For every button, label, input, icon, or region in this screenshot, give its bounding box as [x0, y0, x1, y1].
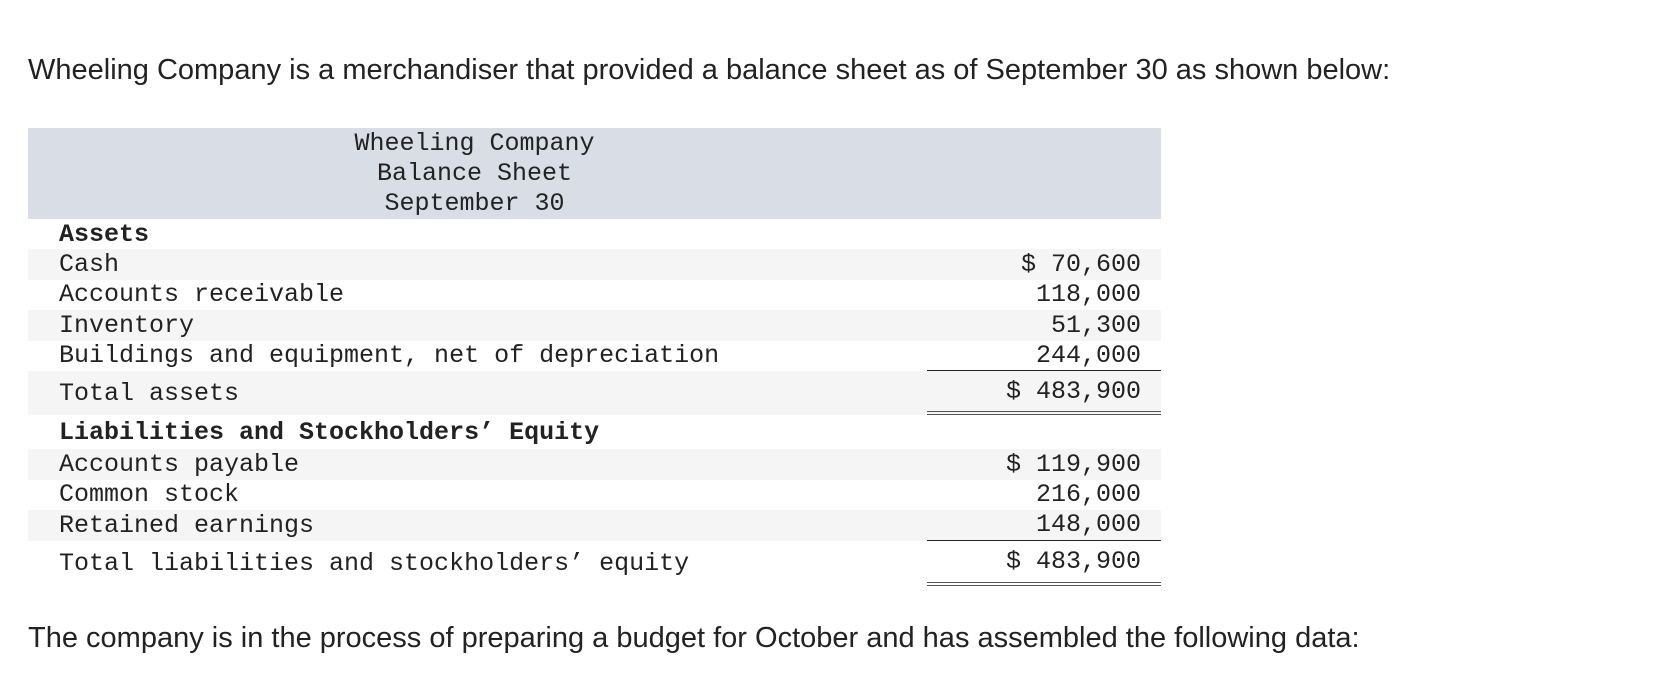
section-heading-row: Assets: [28, 219, 1161, 249]
row: Common stock 216,000: [28, 480, 1161, 511]
row-label: Accounts payable: [59, 449, 300, 479]
row: Retained earnings 148,000: [28, 510, 1161, 541]
total-row: Total liabilities and stockholders’ equi…: [28, 541, 1161, 586]
row-label: Retained earnings: [59, 510, 315, 540]
row: Buildings and equipment, net of deprecia…: [28, 341, 1161, 371]
row-amount: $ 119,900: [1005, 449, 1141, 479]
row-label: Common stock: [59, 480, 240, 510]
header-line: Balance Sheet: [376, 158, 573, 188]
row-amount: 244,000: [927, 341, 1161, 371]
row: Accounts payable $ 119,900: [28, 449, 1161, 480]
row: Inventory 51,300: [28, 310, 1161, 341]
total-row: Total assets $ 483,900: [28, 371, 1161, 415]
row-amount: 51,300: [1050, 310, 1141, 340]
row: Cash $ 70,600: [28, 249, 1161, 280]
section-heading: Liabilities and Stockholders’ Equity: [59, 417, 600, 447]
row: Accounts receivable 118,000: [28, 280, 1161, 311]
intro-text: Wheeling Company is a merchandiser that …: [28, 54, 1391, 86]
row-amount: 148,000: [927, 510, 1161, 541]
row-label: Accounts receivable: [59, 280, 345, 310]
row-label: Cash: [59, 249, 120, 279]
total-label: Total assets: [59, 378, 240, 408]
header-line: September 30: [384, 188, 565, 218]
total-amount: $ 483,900: [927, 371, 1161, 415]
header-line: Wheeling Company: [354, 128, 595, 158]
section-heading: Assets: [59, 219, 150, 249]
row-amount: $ 70,600: [1020, 249, 1141, 279]
row-label: Buildings and equipment, net of deprecia…: [59, 341, 720, 371]
total-amount: $ 483,900: [927, 541, 1161, 586]
section-heading-row: Liabilities and Stockholders’ Equity: [28, 415, 1161, 449]
row-amount: 216,000: [1035, 480, 1141, 510]
row-label: Inventory: [59, 310, 195, 340]
outro-text: The company is in the process of prepari…: [28, 622, 1360, 654]
balance-sheet: Wheeling Company Balance Sheet September…: [28, 128, 1161, 586]
row-amount: 118,000: [1035, 280, 1141, 310]
total-label: Total liabilities and stockholders’ equi…: [59, 548, 690, 578]
sheet-header: Wheeling Company Balance Sheet September…: [28, 128, 1161, 219]
